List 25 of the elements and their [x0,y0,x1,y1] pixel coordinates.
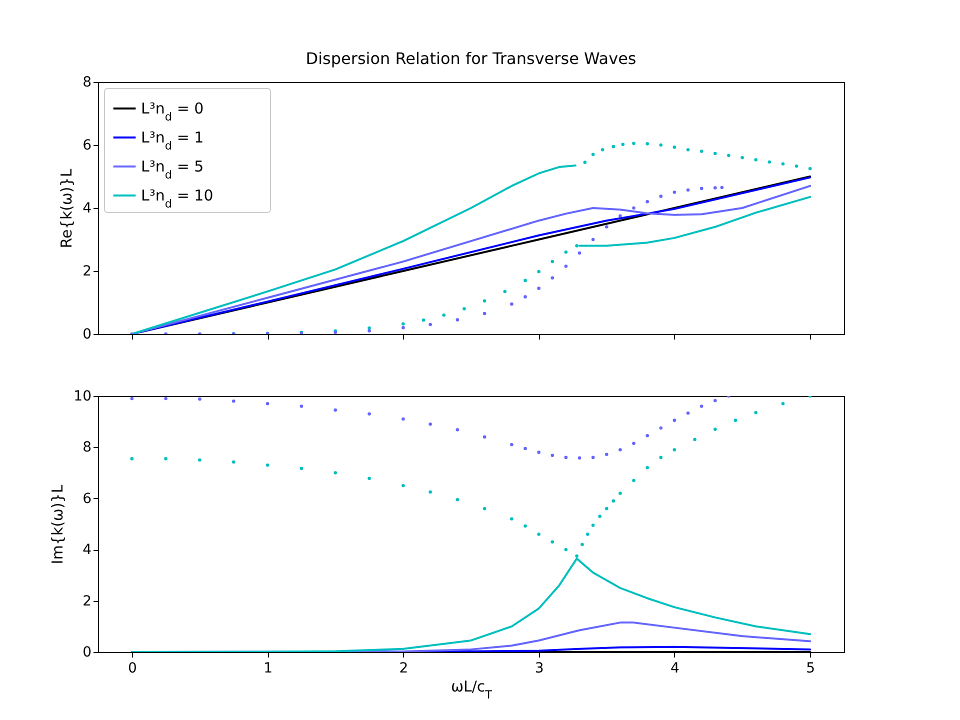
x-tick-label: 2 [399,660,408,676]
y-tick-label: 2 [82,593,92,610]
y-tick-label: 0 [82,326,92,342]
legend-label: L³n$_{d}$ = 10 [141,186,214,210]
y-tick-label: 8 [82,74,92,90]
x-tick-label: 4 [670,660,680,676]
x-axis-title: ωL/c$_{T}$ [450,678,492,701]
chart-title: Dispersion Relation for Transverse Waves [306,49,636,68]
y-tick-label: 8 [82,440,92,456]
y-tick-label: 4 [82,200,92,216]
y-tick-label: 6 [82,490,92,507]
legend-label: L³n$_{d}$ = 0 [141,100,204,123]
legend-label: L³n$_{d}$ = 1 [141,128,204,152]
x-tick-label: 5 [806,660,816,676]
x-tick-label: 0 [128,660,137,676]
x-tick-label: 1 [264,660,273,676]
y-tick-label: 10 [74,388,92,404]
y-tick-label: 4 [82,542,92,558]
y-tick-label: 2 [82,264,92,280]
x-tick-label: 3 [534,660,544,676]
y-axis-title: Im{k(ω)}L [48,484,67,564]
y-tick-label: 0 [82,644,92,660]
y-tick-label: 6 [82,138,92,154]
y-axis-title: Re{k(ω)}L [58,168,76,248]
legend-label: L³n$_{d}$ = 5 [141,158,204,181]
